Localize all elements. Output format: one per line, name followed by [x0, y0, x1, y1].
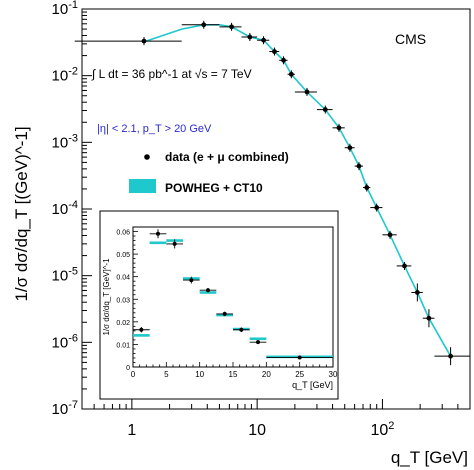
inset-data-point — [166, 239, 183, 249]
inset-y-tick-label: 0.05 — [116, 252, 130, 259]
inset-x-tick-label: 10 — [195, 370, 204, 379]
legend-data-marker — [144, 154, 150, 160]
main-y-tick-label: 10-6 — [52, 332, 78, 351]
data-point — [382, 230, 397, 239]
data-point — [396, 261, 412, 270]
inset-data-point — [133, 327, 150, 333]
luminosity-label: ∫ L dt = 36 pb^-1 at √s = 7 TeV — [91, 67, 252, 81]
main-y-tick-label: 10-7 — [52, 399, 78, 418]
main-model-curve — [145, 23, 452, 357]
inset-x-tick-label: 20 — [262, 370, 271, 379]
inset-data-point — [216, 311, 233, 317]
legend-model-label: POWHEG + CT10 — [165, 181, 263, 195]
main-y-tick-label: 10-3 — [52, 132, 78, 151]
inset-data-point — [183, 276, 200, 284]
inset-model-band — [249, 337, 267, 341]
inset-data-point — [266, 355, 333, 360]
data-point — [411, 283, 423, 302]
main-y-tick-label: 10-4 — [52, 199, 78, 218]
inset-model-band — [133, 334, 150, 337]
data-point — [279, 56, 288, 65]
experiment-label: CMS — [395, 31, 426, 47]
data-point — [332, 123, 345, 132]
inset-data-point — [233, 327, 250, 332]
data-point — [434, 347, 470, 366]
data-point — [74, 37, 182, 46]
inset-tick-labels: 0 5 10 15 20 25 30 0 0.01 0.02 0.03 0.04 0.05 0.06 — [116, 230, 338, 379]
data-point — [294, 87, 317, 96]
inset-y-tick-label: 0.06 — [116, 230, 130, 237]
inset-data-point — [149, 229, 167, 239]
legend-data-label: data (e + μ combined) — [165, 150, 289, 164]
inset-y-tick-label: 0.04 — [116, 275, 130, 282]
inset-model-band — [149, 241, 167, 245]
inset-x-tick-label: 25 — [295, 370, 304, 379]
inset-y-tick-label: 0.03 — [116, 297, 130, 304]
main-data-points — [74, 20, 470, 366]
data-point — [363, 183, 371, 192]
main-y-tick-label: 10-5 — [52, 266, 78, 285]
inset-data-points — [133, 229, 333, 360]
data-point — [344, 143, 355, 152]
data-point — [241, 33, 258, 42]
main-x-tick-label: 102 — [370, 420, 394, 439]
data-point — [219, 22, 242, 31]
data-point — [316, 105, 333, 114]
data-point — [354, 162, 364, 171]
inset-data-point — [249, 340, 267, 345]
selection-label: |η| < 2.1, p_T > 20 GeV — [97, 123, 212, 135]
data-point — [287, 70, 295, 79]
inset-background — [99, 210, 339, 400]
main-y-tick-label: 10-2 — [52, 66, 78, 85]
main-tick-labels: 1 10 102 10-7 10-6 10-5 10-4 10-3 10-2 10-1 — [52, 0, 395, 439]
inset-x-tick-label: 15 — [229, 370, 238, 379]
inset-y-tick-label: 0 — [126, 365, 130, 372]
data-point — [257, 36, 270, 45]
inset-x-tick-label: 5 — [164, 370, 169, 379]
inset-y-axis-title: 1/σ dσ/dq_T [GeV]^-1 — [102, 258, 111, 336]
main-x-tick-label: 10 — [248, 422, 266, 439]
inset-x-tick-label: 0 — [131, 370, 136, 379]
data-point — [269, 47, 280, 56]
model-curve — [145, 23, 452, 357]
data-point — [370, 203, 383, 212]
data-point — [422, 309, 435, 328]
inset-y-tick-label: 0.02 — [116, 320, 130, 327]
main-y-tick-label: 10-1 — [52, 0, 78, 18]
inset-data-point — [199, 287, 217, 293]
legend-model-marker — [129, 179, 156, 193]
inset-x-tick-label: 30 — [329, 370, 338, 379]
inset-y-tick-label: 0.01 — [116, 342, 130, 349]
data-point — [181, 20, 220, 29]
main-y-axis-title: 1/σ dσ/dq_T [(GeV)^-1] — [12, 126, 31, 301]
main-axis-ticks — [81, 11, 471, 410]
main-x-axis-title: q_T [GeV] — [391, 448, 468, 467]
main-x-tick-label: 1 — [127, 422, 136, 439]
inset-x-axis-title: q_T [GeV] — [292, 380, 333, 390]
inset-model-band — [199, 291, 217, 294]
